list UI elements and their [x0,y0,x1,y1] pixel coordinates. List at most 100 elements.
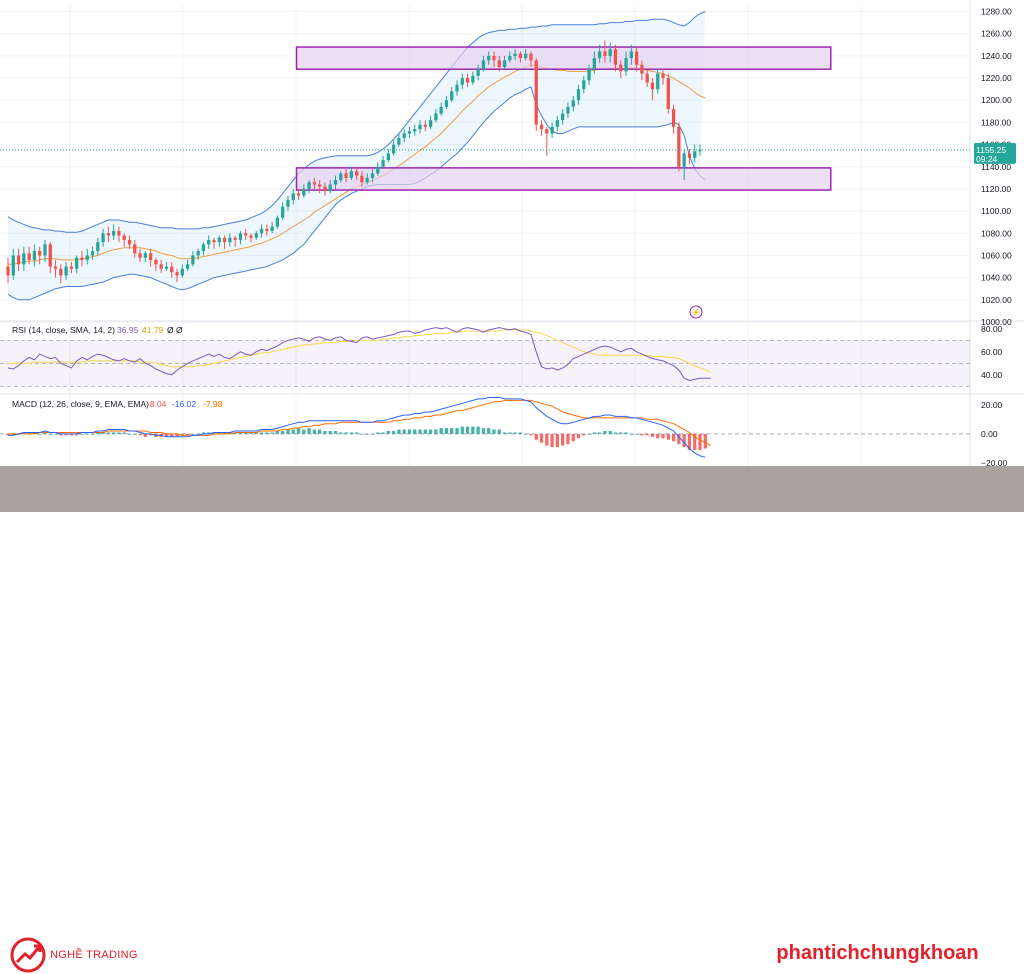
lightning-icon: ⚡ [691,307,701,317]
macd-histogram-bar [481,428,486,434]
macd-histogram-bar [370,433,375,435]
candle-body [376,166,380,174]
macd-tick-label: −20.00 [981,458,1008,466]
rsi-tick-label: 80.00 [981,324,1003,334]
candle-body [402,133,406,138]
macd-histogram-bar [291,429,295,434]
macd-histogram-bar [444,428,449,434]
macd-histogram-bar [492,429,496,434]
candle-body [22,253,26,265]
candle-body [201,244,206,252]
price-tick-label: 1180.00 [981,117,1011,127]
candle-body [428,120,433,127]
price-tick-label: 1020.00 [981,295,1012,305]
macd-histogram-bar [624,432,628,434]
macd-signal-value-label: -7.98 [203,399,223,409]
macd-histogram-bar [244,432,248,434]
macd-histogram-bar [687,433,692,450]
rsi-ma-value-label: 41.79 [142,325,164,335]
candle-body [497,60,501,67]
macd-histogram-bar [428,429,433,434]
macd-histogram-bar [650,433,655,437]
macd-histogram-bar [185,433,190,436]
macd-histogram-bar [323,431,327,434]
candle-body [534,60,538,125]
rsi-value-label: 36.95 [117,325,139,335]
candle-body [455,84,459,92]
macd-histogram-bar [265,432,269,434]
macd-histogram-bar [671,433,676,442]
macd-histogram-bar [661,433,665,439]
candle-body [259,228,264,234]
price-tick-label: 1220.00 [981,73,1012,83]
price-zone-rect [295,167,832,191]
macd-histogram-bar [603,431,607,434]
candle-body [48,244,52,267]
macd-histogram-bar [640,433,644,436]
macd-histogram-bar [143,433,147,437]
macd-histogram-bar [355,432,359,434]
candle-body [355,171,359,176]
candle-body [328,184,332,192]
candle-body [349,171,353,178]
macd-histogram-bar [455,428,459,434]
candle-body [603,51,607,56]
macd-histogram-bar [576,433,581,439]
candle-body [613,49,618,65]
trading-chart[interactable]: 1000.00 1020.00 1040.00 1060.00 1080.00 1100.… [0,0,1024,466]
price-tick-label: 1140.00 [981,162,1011,172]
macd-histogram-bar [191,433,195,435]
macd-histogram-bar [402,429,406,434]
macd-histogram-bar [587,433,591,435]
macd-histogram-bar [476,426,480,434]
macd-signal-line [8,399,711,447]
macd-histogram-bar [703,433,707,449]
candle-body [397,137,401,145]
macd-histogram-bar [407,429,412,434]
macd-histogram-bar [328,431,332,434]
candle-body [286,200,290,207]
macd-histogram-bar [164,433,169,437]
brand-tagline: Phân tích chứng khoán [50,965,133,974]
candle-body [333,180,338,185]
price-tick-label: 1080.00 [981,228,1012,238]
macd-histogram-bar [11,433,15,436]
macd-histogram-bar [698,433,702,450]
website-url[interactable]: www.phantichchungkhoan.net [729,942,1012,965]
bollinger-lower-line [7,86,706,301]
macd-histogram-bar [286,429,290,434]
macd-histogram-bar [682,433,686,448]
candle-body [640,64,644,74]
macd-histogram-bar [465,426,470,434]
macd-histogram-bar [471,426,475,434]
candle-body [38,251,42,256]
rsi-tick-label: 60.00 [981,347,1003,357]
macd-histogram-bar [592,432,596,434]
macd-histogram-bar [450,428,454,434]
candle-body [127,239,132,245]
macd-histogram-bar [275,431,280,434]
macd-histogram-bar [22,432,26,434]
candle-body [524,53,528,59]
macd-histogram-bar [148,433,153,436]
candle-body [597,51,602,59]
macd-histogram-bar [571,433,575,442]
macd-histogram-bar [254,432,258,434]
candle-body [561,113,565,121]
candle-body [318,184,322,187]
candle-body [43,244,47,256]
price-tick-label: 1060.00 [981,250,1012,260]
macd-histogram-bar [312,429,317,434]
candle-body [550,126,554,134]
macd-histogram-bar [645,433,649,436]
macd-histogram-bar [170,433,174,437]
candle-body [143,253,147,258]
macd-histogram-bar [122,432,126,434]
candle-body [619,64,623,72]
macd-histogram-bar [138,433,142,436]
candle-body [687,153,692,158]
candle-body [539,124,544,130]
macd-histogram-bar [397,429,401,434]
candle-body [656,73,660,90]
candle-body [212,239,216,243]
